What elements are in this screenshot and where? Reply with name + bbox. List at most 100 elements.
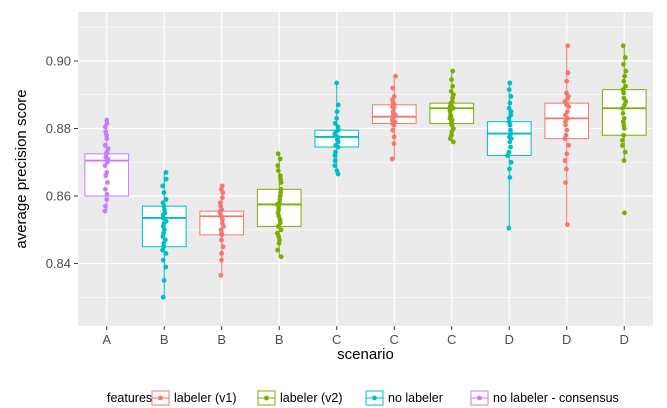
data-point bbox=[566, 142, 571, 148]
data-point bbox=[621, 78, 627, 84]
data-point bbox=[278, 254, 284, 260]
x-axis-title: scenario bbox=[337, 346, 394, 363]
data-point bbox=[332, 121, 338, 126]
data-point bbox=[219, 257, 224, 263]
data-point bbox=[563, 180, 568, 185]
x-tick-label: C bbox=[447, 332, 456, 347]
data-point bbox=[102, 124, 108, 130]
data-point bbox=[506, 225, 512, 231]
data-point bbox=[163, 251, 169, 256]
data-point bbox=[623, 83, 628, 89]
data-point bbox=[275, 247, 281, 253]
data-point bbox=[564, 222, 570, 228]
data-point bbox=[334, 115, 340, 121]
data-point bbox=[623, 68, 629, 74]
data-point bbox=[507, 166, 512, 172]
data-point bbox=[621, 90, 627, 96]
data-point bbox=[163, 169, 169, 175]
legend-label: labeler (v1) bbox=[174, 391, 237, 405]
box-B-labeler-v1- bbox=[199, 183, 245, 278]
data-point bbox=[507, 80, 513, 86]
x-tick-label: D bbox=[505, 332, 514, 347]
legend-item-labeler-v1-: labeler (v1) bbox=[151, 390, 237, 406]
data-point bbox=[278, 180, 284, 185]
data-point bbox=[332, 163, 338, 169]
data-point bbox=[620, 105, 625, 111]
data-point bbox=[391, 141, 397, 147]
data-point bbox=[334, 80, 339, 86]
data-point bbox=[505, 153, 510, 158]
legend-title: features bbox=[107, 391, 152, 405]
data-point bbox=[104, 196, 110, 202]
data-point bbox=[390, 85, 396, 91]
legend-key-point bbox=[158, 395, 163, 401]
box-C-labeler-v1- bbox=[371, 73, 417, 162]
data-point bbox=[220, 244, 226, 250]
data-point bbox=[335, 171, 341, 177]
box-A-no-labeler-consensus bbox=[84, 117, 130, 214]
data-point bbox=[103, 203, 108, 209]
y-tick-label: 0.84 bbox=[46, 256, 71, 271]
data-point bbox=[566, 104, 572, 109]
data-point bbox=[621, 158, 627, 163]
data-point bbox=[160, 183, 166, 189]
data-point bbox=[103, 173, 109, 179]
data-point bbox=[564, 127, 570, 133]
box-B-labeler-v2- bbox=[256, 151, 302, 260]
data-point bbox=[621, 126, 627, 131]
x-tick-label: C bbox=[332, 332, 341, 347]
data-point bbox=[619, 137, 625, 143]
data-point bbox=[448, 88, 454, 94]
data-point bbox=[508, 159, 514, 165]
data-point bbox=[621, 132, 626, 138]
y-tick-label: 0.88 bbox=[46, 121, 71, 136]
x-tick-label: A bbox=[102, 332, 111, 347]
data-point bbox=[104, 159, 110, 165]
data-point bbox=[161, 240, 167, 246]
data-point bbox=[277, 156, 283, 162]
data-point bbox=[620, 110, 626, 116]
data-point bbox=[332, 158, 338, 163]
data-point bbox=[220, 217, 225, 223]
data-point bbox=[163, 196, 169, 202]
box-C-no-labeler bbox=[314, 80, 360, 177]
data-point bbox=[622, 210, 627, 216]
data-point bbox=[562, 136, 568, 142]
data-point bbox=[218, 272, 224, 278]
data-point bbox=[275, 223, 281, 229]
data-point bbox=[334, 109, 340, 115]
data-point bbox=[447, 136, 453, 142]
data-point bbox=[219, 237, 224, 243]
data-point bbox=[332, 153, 338, 158]
data-point bbox=[622, 73, 628, 79]
data-point bbox=[507, 139, 513, 145]
x-tick-label: B bbox=[275, 332, 284, 347]
data-point bbox=[102, 208, 108, 214]
data-point bbox=[393, 73, 399, 79]
legend-label: labeler (v2) bbox=[280, 391, 343, 405]
data-point bbox=[507, 100, 513, 106]
x-tick-label: C bbox=[390, 332, 399, 347]
legend: features labeler (v1) labeler (v2) no labe… bbox=[107, 390, 619, 406]
legend-item-no-labeler-consensus: no labeler - consensus bbox=[470, 390, 619, 406]
x-tick-label: B bbox=[160, 332, 169, 347]
box-B-no-labeler bbox=[141, 169, 187, 300]
data-point bbox=[276, 203, 281, 209]
legend-key-point bbox=[264, 395, 269, 401]
data-point bbox=[391, 122, 397, 128]
data-point bbox=[161, 278, 167, 283]
legend-label: no labeler bbox=[388, 391, 443, 405]
data-point bbox=[506, 87, 512, 93]
data-point bbox=[622, 149, 628, 155]
data-point bbox=[450, 83, 456, 89]
y-axis-title: average precision score bbox=[13, 89, 30, 248]
data-point bbox=[160, 234, 166, 239]
data-point bbox=[391, 134, 397, 140]
data-point bbox=[622, 55, 628, 60]
data-point bbox=[102, 142, 108, 148]
data-point bbox=[508, 144, 513, 150]
data-point bbox=[276, 240, 282, 246]
box-series bbox=[84, 43, 647, 300]
data-point bbox=[160, 257, 166, 263]
